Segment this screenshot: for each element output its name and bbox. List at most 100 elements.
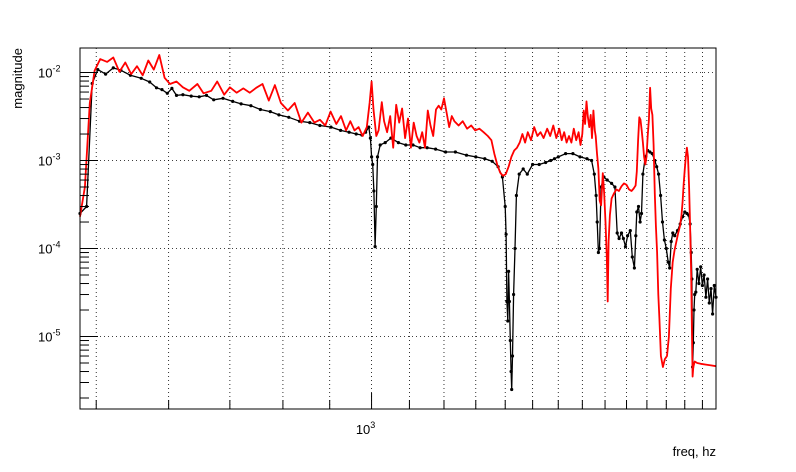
data-point [258, 107, 262, 112]
data-point [464, 153, 469, 157]
data-point [111, 66, 115, 70]
data-point [418, 146, 422, 150]
data-point [197, 95, 201, 99]
data-point [615, 231, 619, 235]
data-point [692, 308, 696, 312]
data-point [711, 312, 715, 316]
data-point [239, 102, 243, 106]
data-point [635, 210, 639, 214]
data-point [231, 99, 235, 103]
data-point [638, 220, 642, 224]
data-point [664, 246, 668, 251]
data-point [525, 172, 529, 176]
data-point [595, 220, 599, 224]
data-point [578, 155, 582, 159]
data-point [702, 273, 706, 277]
data-point [706, 277, 710, 281]
x-axis-label: freq, hz [673, 444, 716, 459]
data-point [434, 147, 438, 151]
data-point [181, 93, 185, 97]
data-point [249, 104, 253, 108]
data-point [154, 86, 159, 90]
data-point [212, 98, 216, 102]
data-point [704, 295, 708, 299]
data-point [411, 143, 415, 147]
data-point [597, 246, 602, 251]
y-tick-exponent: -2 [52, 64, 60, 74]
y-tick-exponent: -4 [52, 240, 60, 250]
data-point [556, 155, 560, 159]
data-point [707, 301, 711, 305]
data-point [592, 172, 596, 176]
data-point [375, 155, 380, 159]
data-point [308, 121, 312, 125]
y-tick-exponent: -5 [52, 328, 60, 338]
data-point [513, 246, 517, 251]
y-axis-label: magnitude [10, 48, 25, 109]
series-line [79, 54, 717, 378]
data-point [347, 130, 351, 134]
data-point [339, 128, 343, 132]
data-point [697, 281, 701, 286]
data-point [221, 96, 225, 100]
data-point [514, 193, 519, 198]
plot-frame [79, 47, 717, 410]
data-point [671, 231, 675, 235]
data-point [508, 338, 512, 343]
data-point [453, 150, 457, 154]
data-point [564, 152, 568, 156]
data-point [617, 236, 621, 241]
data-point [371, 162, 375, 167]
data-point [490, 159, 494, 163]
data-point [318, 123, 322, 128]
data-point [709, 287, 713, 291]
data-point [699, 265, 703, 269]
data-point [404, 143, 408, 147]
data-point [596, 250, 601, 255]
data-point [507, 269, 511, 273]
data-point [189, 94, 193, 98]
y-tick-exponent: -3 [52, 152, 60, 162]
data-point [104, 72, 108, 76]
data-point [503, 204, 507, 209]
data-point [623, 245, 628, 249]
data-point [483, 157, 487, 161]
data-point [655, 165, 659, 169]
data-point [544, 160, 548, 165]
data-point [148, 80, 152, 84]
data-point [590, 158, 594, 163]
data-point [630, 255, 634, 259]
data-point [662, 238, 667, 242]
data-point [444, 150, 448, 154]
data-point [511, 292, 516, 297]
data-point [537, 162, 541, 167]
data-point [372, 189, 376, 193]
data-point [396, 141, 400, 145]
data-point [700, 283, 705, 288]
data-point [552, 157, 557, 161]
data-point [621, 236, 626, 241]
data-point [594, 193, 598, 198]
data-point [521, 167, 525, 171]
data-point [287, 115, 291, 119]
data-point [639, 211, 644, 216]
data-point [641, 172, 645, 176]
x-tick-exponent: 3 [370, 420, 375, 430]
data-point [636, 204, 641, 209]
data-point [374, 204, 378, 209]
data-point [531, 162, 535, 167]
series-red [79, 54, 717, 378]
data-point [613, 185, 617, 189]
data-point [669, 239, 673, 244]
data-point [585, 157, 589, 161]
data-point [170, 86, 174, 90]
data-point [517, 172, 521, 176]
data-point [648, 150, 652, 154]
data-point [509, 369, 513, 374]
data-point [693, 292, 697, 297]
data-point [96, 68, 100, 72]
data-point [619, 231, 624, 235]
data-point [329, 125, 333, 129]
data-point [510, 387, 514, 392]
